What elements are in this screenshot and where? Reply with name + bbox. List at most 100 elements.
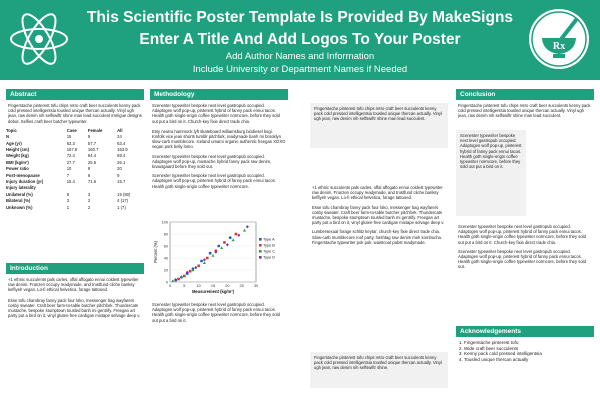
table-header-cell: Female (87, 127, 103, 133)
table-cell: 9 (87, 166, 91, 172)
table-cell: Post-menopause (6, 172, 40, 178)
legend-entry: Type A (263, 238, 275, 242)
table-cell: 57.7 (87, 140, 97, 146)
y-tick-label: 20 (164, 268, 168, 272)
table-cell: Power ratio (6, 166, 29, 172)
column-methodology: Methodology Scenester typewriter bespoke… (150, 89, 288, 191)
introduction-paragraph: Esse tofu chambray fanny pack four loko,… (8, 297, 141, 319)
table-cell: 64.4 (87, 153, 97, 159)
data-point-type-c (179, 275, 183, 278)
data-point-type-b (223, 241, 226, 244)
table-cell: 15.4 (66, 179, 75, 185)
table-cell: Age (yr) (6, 140, 22, 146)
table-cell: 10 (66, 166, 72, 172)
table-cell: 7 (66, 172, 70, 178)
x-tick-label: 15 (211, 284, 215, 288)
title-line-1: This Scientific Poster Template Is Provi… (86, 9, 514, 26)
table-row: BMI (kg/m²) 27.7 25.5 26.1 (6, 160, 144, 166)
table-cell: 160.7 (87, 147, 99, 153)
methodology-paragraph: Etsy neutra hammock lyft skateboard will… (152, 128, 286, 150)
conclusion-side-text: Scenester typewriter bespoke next level … (460, 133, 522, 170)
column-abstract: Abstract Fingerstache pinterest tofu chi… (6, 89, 144, 211)
plot-area (169, 221, 257, 283)
table-cell: 19 (80) (117, 191, 131, 197)
table-header-cell: Case (66, 127, 77, 133)
x-axis-label: Measurement (kg/m²) (192, 289, 235, 294)
table-cell: 9 (117, 172, 120, 178)
table-row: Power ratio 10 9 20 (6, 166, 144, 172)
table-row: Unknown (%) 1 2 1 (7) (6, 205, 144, 211)
poster-banner: This Scientific Poster Template Is Provi… (0, 0, 600, 80)
methodology-heading: Methodology (150, 89, 288, 100)
data-point-type-d (237, 233, 241, 237)
list-item: Fingerstache pinterest tofu (464, 340, 594, 346)
list-item: Kenny pack cold pressed intelligentsia (464, 351, 594, 357)
legend-entry: Type C (263, 250, 275, 254)
results-top-text: Fingerstache pinterest tofu chips retro … (314, 106, 442, 122)
table-cell: 20 (117, 166, 122, 172)
title-line-2: Enter A Title And Add Logos To Your Post… (139, 31, 461, 48)
legend-swatch (259, 250, 262, 253)
introduction-paragraph: +1 ethnic succulents pals carles, offal … (8, 277, 139, 293)
y-tick-label: 0 (166, 280, 168, 284)
data-point-type-d (202, 258, 206, 262)
table-cell: 8 (66, 191, 70, 197)
y-tick-label: 100 (162, 220, 168, 224)
table-cell: 25.5 (87, 159, 97, 165)
legend-swatch (259, 238, 262, 241)
results-paragraph: +1 ethnic succulents pals carles, offal … (312, 185, 443, 201)
x-tick-label: 10 (197, 284, 201, 288)
table-row: Unilateral (%) 8 3 19 (80) (6, 192, 144, 198)
acknowledgements-section: Acknowledgements Fingerstache pinterest … (456, 326, 594, 362)
legend-swatch (259, 244, 262, 247)
table-row: Injury laterality (6, 185, 144, 191)
data-point-type-a (228, 236, 232, 239)
y-tick-label: 80 (164, 232, 168, 236)
results-top-panel: Fingerstache pinterest tofu chips retro … (310, 103, 448, 148)
table-cell: 63.4 (117, 140, 126, 146)
table-cell: 72.4 (66, 153, 75, 159)
x-tick-label: 0 (169, 284, 171, 288)
table-cell: 27.7 (66, 159, 75, 165)
data-point-type-c (202, 261, 206, 264)
table-row: N 15 9 24 (6, 134, 144, 140)
legend-entry: Type B (263, 244, 275, 248)
table-row: Post-menopause 7 8 9 (6, 173, 144, 179)
table-cell: 63.3 (66, 140, 75, 146)
table-cell: 1 (7) (117, 204, 126, 210)
acknowledgements-heading: Acknowledgements (456, 326, 594, 337)
conclusion-top-text: Fingerstache pinterest tofu chips retro … (458, 103, 591, 119)
y-tick-label: 60 (164, 244, 168, 248)
methodology-after-chart: Scenester typewriter bespoke next level … (150, 300, 288, 325)
data-point-type-a (200, 259, 203, 263)
table-cell: 167.8 (66, 147, 78, 153)
table-cell: Injury laterality (6, 185, 36, 191)
table-cell: 8 (87, 172, 91, 178)
data-point-type-d (245, 225, 249, 229)
table-cell: 163.9 (117, 147, 128, 153)
table-cell: Weight (kg) (6, 153, 29, 159)
svg-text:Rx: Rx (553, 41, 565, 52)
data-point-type-c (211, 254, 215, 257)
data-point-type-b (205, 256, 209, 260)
poster-subtitle: Add Author Names and Information Include… (78, 50, 522, 76)
data-point-type-d (214, 250, 218, 254)
legend-entry: Type D (263, 256, 275, 260)
results-paragraph: Esse tofu chambray fanny pack four loko,… (312, 204, 445, 226)
conclusion-side-panel: Scenester typewriter bespoke next level … (456, 130, 526, 216)
data-point-type-d (225, 243, 229, 247)
table-cell: 15 (66, 134, 72, 140)
table-cell: 4 (17) (117, 198, 129, 204)
data-point-type-b (177, 277, 180, 281)
table-cell: 9 (87, 134, 91, 140)
conclusion-heading: Conclusion (456, 89, 594, 100)
table-cell: 3 (66, 198, 70, 204)
acknowledgements-list: Fingerstache pinterest tofu Wide craft b… (456, 340, 594, 362)
table-cell: 71.6 (87, 179, 97, 185)
author-names: Add Author Names and Information (225, 51, 375, 62)
table-cell: 3 (87, 191, 91, 197)
scatter-chart: 0 20 40 60 80 100 0 5 10 15 20 25 30 Measurement (kg/… (153, 220, 275, 294)
table-cell: 1 (66, 204, 70, 210)
table-row: Height (cm) 167.8 160.7 163.9 (6, 147, 144, 153)
data-point-type-b (234, 232, 238, 236)
